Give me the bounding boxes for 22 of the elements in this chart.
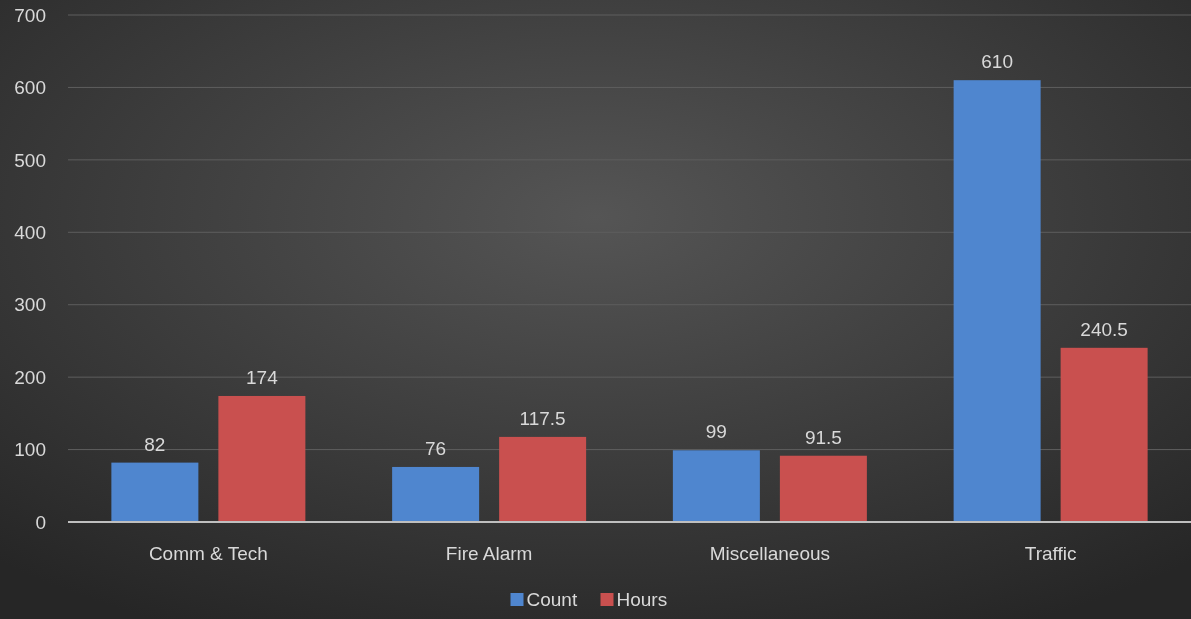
x-tick-label: Traffic	[1024, 543, 1077, 564]
data-label: 117.5	[519, 407, 566, 429]
y-tick-label: 200	[14, 366, 46, 388]
y-tick-label: 600	[14, 77, 46, 99]
legend-label: Count	[526, 589, 578, 610]
y-tick-label: 100	[14, 439, 46, 461]
data-label: 91.5	[804, 426, 842, 448]
y-tick-label: 300	[14, 294, 46, 316]
data-label: 82	[144, 433, 166, 455]
x-tick-label: Miscellaneous	[709, 543, 831, 564]
data-label: 240.5	[1080, 318, 1128, 340]
y-tick-label: 700	[14, 4, 46, 26]
data-label: 76	[425, 437, 447, 459]
legend-label: Hours	[616, 589, 668, 610]
data-label: 174	[246, 366, 279, 388]
data-label: 99	[705, 421, 727, 443]
y-tick-label: 500	[14, 149, 46, 171]
y-tick-label: 0	[35, 511, 46, 533]
y-tick-label: 400	[14, 221, 46, 243]
x-tick-label: Fire Alarm	[445, 543, 533, 564]
data-label: 610	[981, 51, 1013, 73]
x-tick-label: Comm & Tech	[148, 543, 268, 564]
